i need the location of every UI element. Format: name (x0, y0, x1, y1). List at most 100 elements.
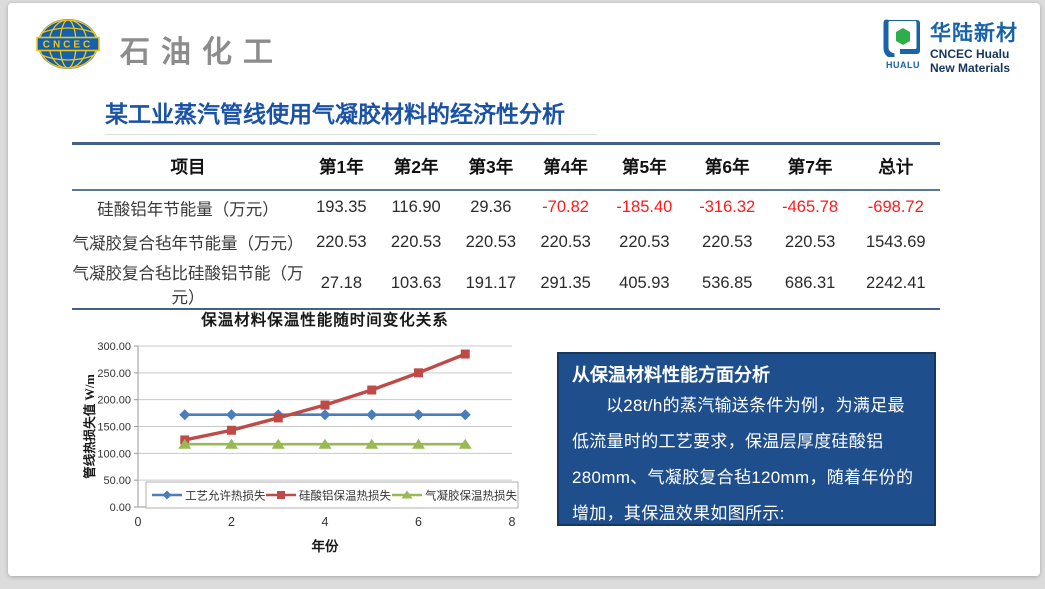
diamond-marker (413, 409, 424, 421)
y-tick-label: 0.00 (110, 502, 131, 514)
table-body: 硅酸铝年节能量（万元） 193.35 116.90 29.36 -70.82 -185.4… (72, 190, 940, 309)
x-tick-label: 4 (322, 515, 329, 529)
economics-table: 项目 第1年 第2年 第3年 第4年 第5年 第6年 第7年 总计 硅酸铝年节能量（万元） 193… (72, 142, 940, 310)
table-cell: -70.82 (542, 198, 589, 216)
x-tick-label: 0 (135, 515, 142, 529)
hualu-name-cn: 华陆新材 (930, 22, 1018, 45)
diamond-marker (226, 409, 237, 421)
square-marker (320, 400, 330, 410)
table-row-label: 气凝胶复合毡年节能量（万元） (72, 235, 304, 253)
table-row: 硅酸铝年节能量（万元） 193.35 116.90 29.36 -70.82 -185.4… (72, 190, 940, 225)
table-header-cell: 第7年 (768, 143, 852, 191)
table-header-cell: 第4年 (528, 143, 603, 191)
y-tick-label: 50.00 (103, 475, 131, 487)
table-cell: -698.72 (867, 198, 924, 216)
table-cell: 29.36 (470, 198, 512, 216)
table-header-cell: 第2年 (378, 143, 454, 191)
square-marker (367, 385, 377, 395)
legend-label: 气凝胶保温热损失 (425, 489, 517, 503)
diamond-marker (162, 490, 172, 500)
square-marker (273, 413, 283, 423)
hualu-icon-label: HUALU (886, 60, 920, 70)
diamond-marker (179, 409, 191, 421)
analysis-body: 以28t/h的蒸汽输送条件为例，为满足最低流量时的工艺要求，保温层厚度硅酸铝28… (572, 396, 914, 523)
table-cell: 220.53 (465, 232, 517, 251)
analysis-heading: 从保温材料性能方面分析 (572, 365, 770, 385)
table-cell: -316.32 (699, 198, 756, 216)
triangle-marker (225, 438, 238, 449)
table-cell: 103.63 (390, 274, 442, 292)
table-cell: 116.90 (391, 198, 441, 216)
table-cell: 220.53 (390, 232, 442, 251)
triangle-marker (318, 438, 332, 449)
chart-plot: 0.00 50.00 100.00 150.00 200.00 250.00 300.00 0… (82, 341, 519, 554)
table-cell: 220.53 (316, 232, 367, 251)
table-row: 气凝胶复合毡比硅酸铝节能（万元） 27.18 103.63 191.17 291.35 4… (72, 260, 940, 309)
y-tick-label: 250.00 (97, 368, 131, 380)
table-row-label: 气凝胶复合毡比硅酸铝节能（万元） (72, 264, 304, 307)
square-marker (460, 349, 470, 359)
table-header-cell: 第6年 (685, 143, 769, 191)
table-header-cell: 总计 (851, 143, 940, 191)
table-cell: 191.17 (465, 274, 517, 292)
table-cell: 193.35 (316, 198, 367, 216)
triangle-marker (412, 438, 425, 449)
title-underline (105, 134, 597, 135)
brand-text: 石油化工 (120, 36, 284, 69)
table-header-cell: 第5年 (602, 143, 686, 191)
cncec-logo-icon: CNCEC (36, 19, 100, 69)
table-cell: -185.40 (616, 198, 673, 216)
triangle-marker (365, 438, 379, 449)
x-tick-label: 6 (415, 515, 422, 529)
table-cell: 291.35 (540, 274, 591, 292)
square-marker (277, 491, 285, 499)
chart-title: 保温材料保温性能随时间变化关系 (201, 312, 449, 329)
legend-label: 工艺允许热损失 (185, 489, 266, 503)
square-marker (227, 425, 236, 435)
insulation-performance-chart: 保温材料保温性能随时间变化关系 0.00 50.00 100.00 150.00 200… (78, 306, 558, 566)
diamond-marker (319, 409, 331, 421)
table-header-cell: 项目 (72, 143, 304, 191)
table-header-cell: 第3年 (453, 143, 529, 191)
cncec-logo-text: CNCEC (43, 40, 94, 51)
triangle-marker (401, 490, 413, 499)
x-tick-label: 2 (228, 515, 235, 529)
table-cell: 220.53 (784, 232, 836, 251)
hualu-logo-icon (883, 19, 920, 59)
table-header-row: 项目 第1年 第2年 第3年 第4年 第5年 第6年 第7年 总计 (72, 143, 940, 191)
table-cell: 2242.41 (865, 274, 926, 292)
diamond-marker (366, 409, 378, 421)
diamond-marker (459, 409, 471, 421)
y-tick-label: 100.00 (97, 448, 131, 460)
y-tick-label: 200.00 (97, 395, 131, 407)
table-cell: 220.53 (619, 232, 670, 251)
x-tick-label: 8 (509, 515, 516, 529)
table-cell: 536.85 (702, 274, 753, 292)
triangle-marker (458, 438, 472, 449)
series-line-1 (184, 352, 466, 442)
triangle-marker (271, 438, 285, 449)
triangle-marker (178, 438, 192, 449)
table-cell: 220.53 (540, 232, 591, 251)
table-row: 气凝胶复合毡年节能量（万元） 220.53 220.53 220.53 220.53 22… (72, 225, 940, 260)
hualu-logo: HUALU 华陆新材 CNCEC Hualu New Materials (883, 17, 1018, 75)
analysis-box: 从保温材料性能方面分析 以28t/h的蒸汽输送条件为例，为满足最低流量时的工艺要… (557, 352, 936, 526)
slide: CNCEC 石油化工 HUALU 华陆新材 CNCEC Hualu New Ma… (8, 3, 1040, 576)
page-title: 某工业蒸汽管线使用气凝胶材料的经济性分析 (105, 101, 565, 127)
table-header-cell: 第1年 (304, 143, 379, 191)
square-marker (414, 368, 423, 378)
y-axis-label: 管线热损失值 W/m (82, 374, 97, 479)
legend-label: 硅酸铝保温热损失 (299, 489, 391, 503)
y-tick-label: 150.00 (97, 422, 131, 434)
legend-box (145, 481, 519, 509)
hualu-name-en1: CNCEC Hualu (930, 47, 1010, 61)
x-axis-label: 年份 (312, 538, 339, 554)
table-row-label: 硅酸铝年节能量（万元） (97, 200, 279, 219)
table-cell: 27.18 (320, 274, 363, 292)
y-tick-label: 300.00 (97, 341, 131, 353)
table-cell: 220.53 (702, 232, 753, 251)
table-cell: 1543.69 (865, 232, 926, 251)
table-cell: -465.78 (782, 198, 839, 216)
table-cell: 686.31 (784, 274, 836, 292)
table-cell: 405.93 (619, 274, 670, 292)
